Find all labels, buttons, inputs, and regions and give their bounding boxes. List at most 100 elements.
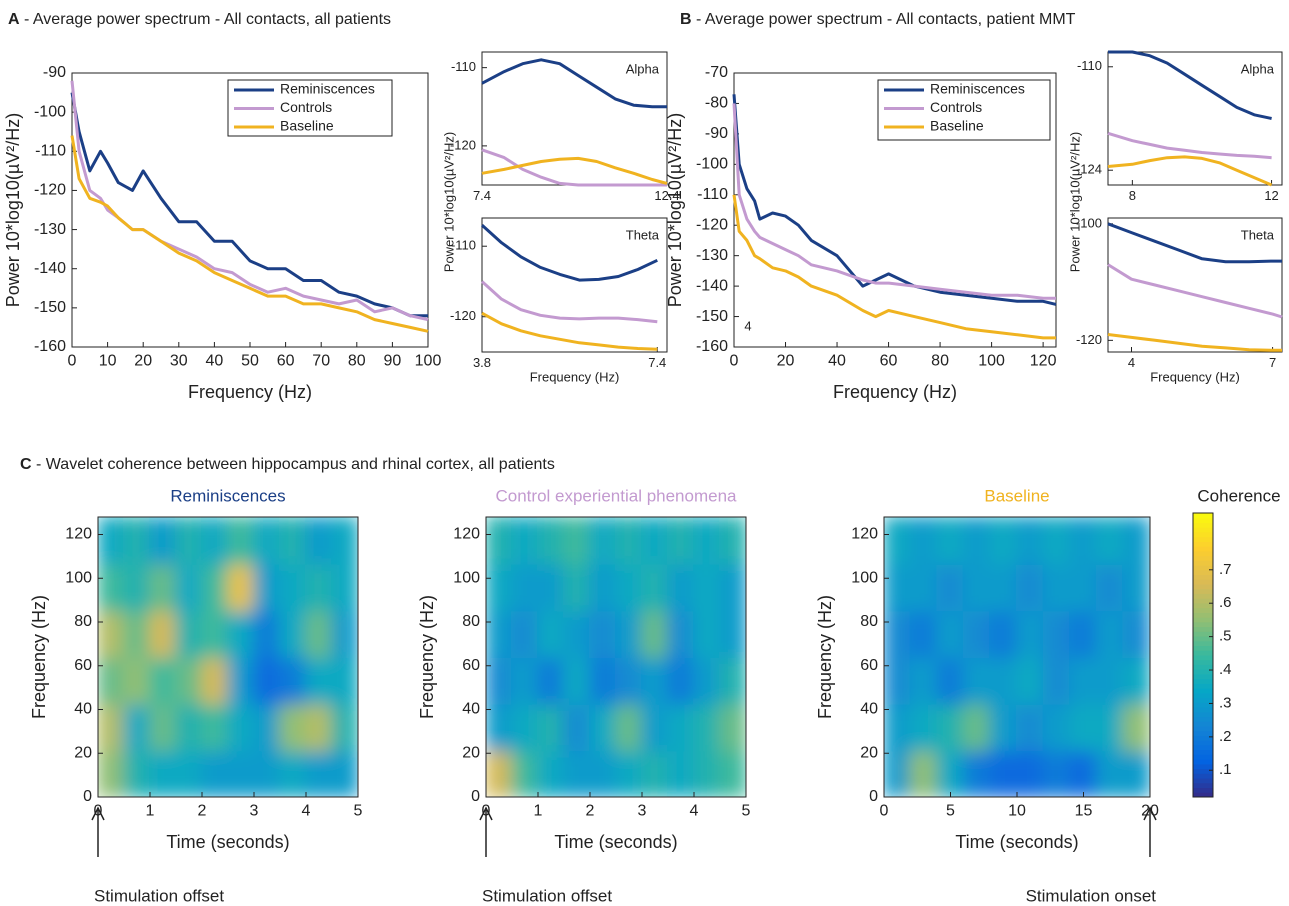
y-tick-label: -120	[696, 216, 728, 233]
heat-cell	[227, 656, 255, 705]
y-tick-label: 0	[83, 788, 92, 805]
x-tick-label: 80	[348, 353, 366, 370]
legend-label: Baseline	[280, 118, 334, 134]
y-tick-label: -110	[697, 186, 728, 203]
colorbar-step	[1193, 668, 1213, 675]
x-tick-label: 90	[384, 353, 402, 370]
colorbar-step	[1193, 697, 1213, 703]
heat-cell	[641, 562, 669, 612]
legend-label: Controls	[930, 99, 982, 115]
heat-cell	[1016, 702, 1045, 752]
y-tick-label: 100	[453, 569, 480, 586]
heat-cell	[305, 656, 333, 705]
panel-letter: A	[8, 11, 20, 28]
heat-cell	[227, 517, 255, 565]
heat-cell	[1122, 702, 1150, 752]
colorbar-step	[1193, 616, 1213, 623]
x-tick-label: 60	[277, 353, 295, 370]
heat-cell	[589, 749, 617, 797]
series-line	[1107, 263, 1283, 319]
colorbar-tick-label: .4	[1219, 661, 1232, 678]
x-tick-label: 100	[415, 353, 442, 370]
panel-letter: C	[20, 456, 32, 473]
heat-cell	[279, 749, 307, 797]
heat-cell	[175, 702, 203, 752]
y-tick-label: 80	[860, 613, 878, 630]
heat-cell	[1122, 656, 1150, 705]
colorbar-step	[1193, 692, 1213, 699]
heat-cell	[149, 562, 177, 612]
series-line	[480, 223, 658, 282]
plot-area	[1107, 217, 1283, 353]
colorbar-step	[1193, 640, 1213, 647]
colorbar-step	[1193, 687, 1213, 694]
x-tick-label: 1	[534, 803, 543, 820]
heat-cell	[667, 562, 695, 612]
heat-cell	[511, 562, 539, 612]
colorbar-step	[1193, 607, 1213, 613]
heat-cell	[123, 749, 151, 797]
heat-cell	[98, 609, 125, 658]
heat-cell	[149, 609, 177, 658]
heat-cell	[486, 562, 513, 612]
colorbar-tick-label: .5	[1219, 628, 1232, 645]
y-tick-label: 20	[74, 744, 92, 761]
heat-cell	[175, 656, 203, 705]
x-tick-label: 15	[1075, 803, 1093, 820]
colorbar-step	[1193, 564, 1213, 571]
heat-cell	[719, 702, 746, 752]
heat-cell	[253, 702, 281, 752]
heat-cell	[123, 609, 151, 658]
heat-cell	[909, 702, 939, 752]
y-tick-label: -110	[451, 238, 476, 253]
y-axis-label: Frequency (Hz)	[417, 595, 437, 719]
x-tick-label: 50	[241, 353, 259, 370]
heat-cell	[175, 749, 203, 797]
heat-cell	[1095, 609, 1125, 658]
y-tick-label: 100	[65, 569, 92, 586]
heat-cell	[98, 562, 125, 612]
x-axis-label: Frequency (Hz)	[188, 382, 312, 402]
heat-cell	[227, 702, 255, 752]
heat-cell	[1122, 517, 1150, 565]
colorbar-step	[1193, 526, 1213, 533]
y-tick-label: -100	[34, 103, 66, 120]
heat-cell	[563, 749, 591, 797]
colorbar-step	[1193, 682, 1213, 689]
colorbar-step	[1193, 720, 1213, 727]
panel-letter: B	[680, 11, 692, 28]
x-tick-label: 100	[978, 353, 1005, 370]
x-tick-label: 2	[586, 803, 595, 820]
section-title: C - Wavelet coherence between hippocampu…	[20, 456, 555, 473]
heat-cell	[989, 749, 1018, 797]
heat-cell	[279, 562, 307, 612]
colorbar-step	[1193, 782, 1213, 789]
heat-cell	[227, 562, 255, 612]
x-tick-label: 3.8	[473, 355, 491, 370]
heat-cell	[615, 517, 643, 565]
y-tick-label: -130	[696, 247, 728, 264]
heat-cell	[1042, 749, 1072, 797]
heatmap-title: Reminiscences	[170, 486, 285, 505]
heat-cell	[936, 749, 965, 797]
heat-cell	[719, 656, 746, 705]
y-tick-label: -110	[35, 143, 66, 160]
colorbar-tick-label: .7	[1219, 561, 1232, 578]
x-tick-label: 40	[828, 353, 846, 370]
heat-cell	[1069, 609, 1098, 658]
series-line	[732, 194, 1056, 340]
y-tick-label: -120	[1076, 332, 1102, 347]
heat-cell	[98, 656, 125, 705]
annotation: Theta	[1241, 227, 1275, 242]
section-title: A - Average power spectrum - All contact…	[8, 11, 391, 28]
colorbar-step	[1193, 654, 1213, 661]
heat-cell	[201, 749, 229, 797]
colorbar-step	[1193, 659, 1213, 665]
heat-cell	[253, 749, 281, 797]
colorbar-step	[1193, 540, 1213, 547]
heat-cell	[615, 749, 643, 797]
heat-cell	[693, 609, 721, 658]
heat-cell	[719, 749, 746, 797]
heat-cell	[1095, 517, 1125, 565]
heat-cell	[563, 656, 591, 705]
